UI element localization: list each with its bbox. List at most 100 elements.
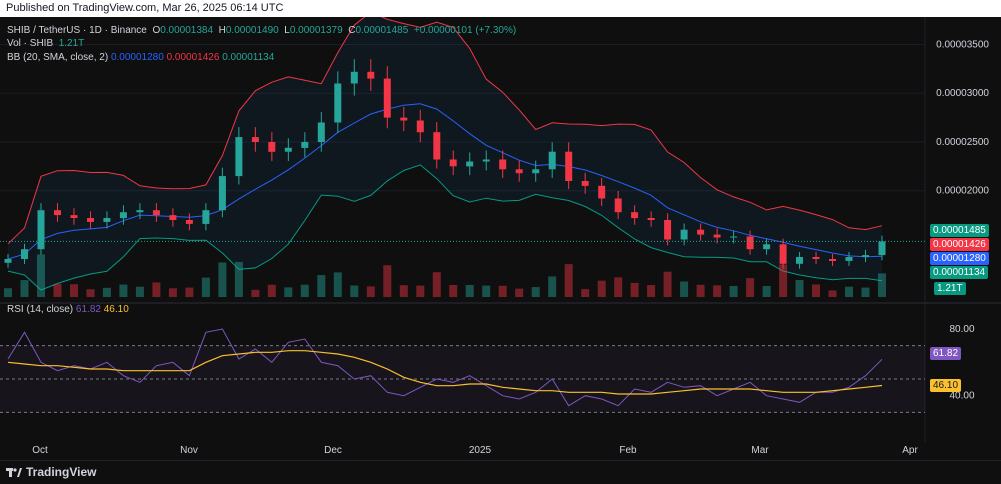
candle[interactable]	[37, 210, 45, 250]
candle[interactable]	[664, 220, 672, 240]
candle[interactable]	[812, 257, 820, 259]
volume-bar	[548, 276, 557, 297]
chart-canvas[interactable]: 0.00003500 0.00003000 0.00002500 0.00002000…	[0, 17, 1001, 460]
candle[interactable]	[796, 257, 803, 264]
candle[interactable]	[647, 218, 655, 220]
volume-bar	[416, 285, 425, 297]
candle[interactable]	[433, 132, 441, 160]
candle[interactable]	[202, 210, 210, 224]
candle[interactable]	[152, 210, 160, 216]
candle[interactable]	[532, 169, 540, 174]
candle[interactable]	[829, 259, 836, 261]
candle[interactable]	[334, 83, 342, 123]
volume-bar	[564, 264, 573, 297]
candle[interactable]	[730, 236, 738, 238]
candle[interactable]	[581, 181, 589, 186]
candle[interactable]	[862, 255, 869, 258]
candle[interactable]	[779, 244, 787, 264]
candle[interactable]	[680, 229, 688, 240]
rsi-ma-tag: 46.10	[930, 379, 962, 392]
candle[interactable]	[631, 212, 639, 219]
volume-bar	[713, 285, 722, 297]
candle[interactable]	[383, 78, 391, 118]
low-label: L	[284, 25, 290, 36]
volume-bar	[251, 289, 260, 297]
volume-bar	[4, 288, 12, 297]
candle[interactable]	[515, 169, 523, 174]
volume-bar	[168, 288, 177, 297]
candle[interactable]	[697, 229, 705, 235]
candle[interactable]	[103, 218, 111, 222]
candle[interactable]	[350, 71, 358, 84]
candle[interactable]	[317, 122, 325, 143]
candle[interactable]	[845, 257, 853, 261]
rsi-tick-label: 40.00	[949, 391, 974, 402]
rsi-legend: RSI (14, close) 61.82 46.10	[7, 303, 129, 316]
rsi-ma-line	[7, 350, 883, 395]
candle[interactable]	[878, 241, 886, 256]
high-value: 0.00001490	[225, 25, 279, 36]
close-price-tag: 0.00001485	[930, 224, 989, 237]
candle[interactable]	[763, 244, 771, 250]
volume-bar	[383, 265, 392, 297]
candle[interactable]	[482, 159, 490, 162]
volume-bar	[680, 281, 689, 297]
candle[interactable]	[235, 137, 243, 177]
volume-bar	[845, 286, 853, 297]
volume-bar	[185, 287, 194, 297]
tradingview-logo[interactable]: TradingView	[6, 465, 96, 479]
volume-bar	[795, 280, 804, 297]
candle[interactable]	[598, 185, 606, 199]
volume-value: 1.21T	[58, 38, 85, 49]
volume-label[interactable]: Vol · SHIB	[7, 38, 54, 49]
symbol-name[interactable]: SHIB / TetherUS · 1D · Binance	[7, 25, 147, 36]
candle[interactable]	[746, 236, 754, 250]
volume-bar	[614, 277, 623, 297]
bb-label[interactable]: BB (20, SMA, close, 2)	[7, 52, 109, 63]
candle[interactable]	[416, 120, 424, 133]
candle[interactable]	[284, 147, 292, 152]
high-label: H	[218, 25, 226, 36]
candle[interactable]	[548, 151, 556, 170]
open-value: 0.00001384	[160, 25, 214, 36]
candle[interactable]	[499, 159, 507, 170]
candle[interactable]	[466, 161, 474, 167]
rsi-label[interactable]: RSI (14, close)	[7, 304, 74, 315]
volume-bar	[465, 285, 474, 297]
candle[interactable]	[268, 142, 276, 152]
publish-text: Published on TradingView.com, Mar 26, 20…	[6, 2, 284, 14]
candle[interactable]	[614, 198, 622, 213]
volume-bar	[267, 284, 276, 297]
close-value: 0.00001485	[355, 25, 409, 36]
candle[interactable]	[713, 234, 721, 238]
candle[interactable]	[367, 71, 375, 79]
low-value: 0.00001379	[289, 25, 343, 36]
candle[interactable]	[301, 142, 309, 148]
candle[interactable]	[449, 159, 457, 167]
candle[interactable]	[70, 215, 78, 218]
candle[interactable]	[21, 249, 28, 259]
volume-bar	[20, 280, 29, 297]
volume-bar	[762, 286, 771, 297]
candle[interactable]	[119, 212, 127, 219]
candle[interactable]	[185, 220, 193, 224]
candle[interactable]	[169, 215, 177, 220]
candle[interactable]	[4, 259, 12, 263]
candle[interactable]	[87, 218, 94, 222]
bb-upper-value: 0.00001426	[166, 52, 220, 63]
volume-bar	[663, 271, 672, 297]
volume-bar	[317, 275, 326, 297]
open-label: O	[152, 25, 161, 36]
candle[interactable]	[565, 151, 573, 181]
volume-bar	[449, 285, 458, 297]
publish-header: Published on TradingView.com, Mar 26, 20…	[0, 0, 1001, 17]
candle[interactable]	[218, 176, 226, 211]
time-axis-label: Dec	[324, 445, 342, 456]
candle[interactable]	[251, 137, 259, 142]
candle[interactable]	[400, 117, 408, 121]
bb-lower-value: 0.00001134	[222, 52, 275, 63]
volume-bar	[135, 286, 144, 297]
candle[interactable]	[136, 210, 144, 213]
time-axis-label: Nov	[180, 445, 198, 456]
candle[interactable]	[54, 210, 61, 216]
